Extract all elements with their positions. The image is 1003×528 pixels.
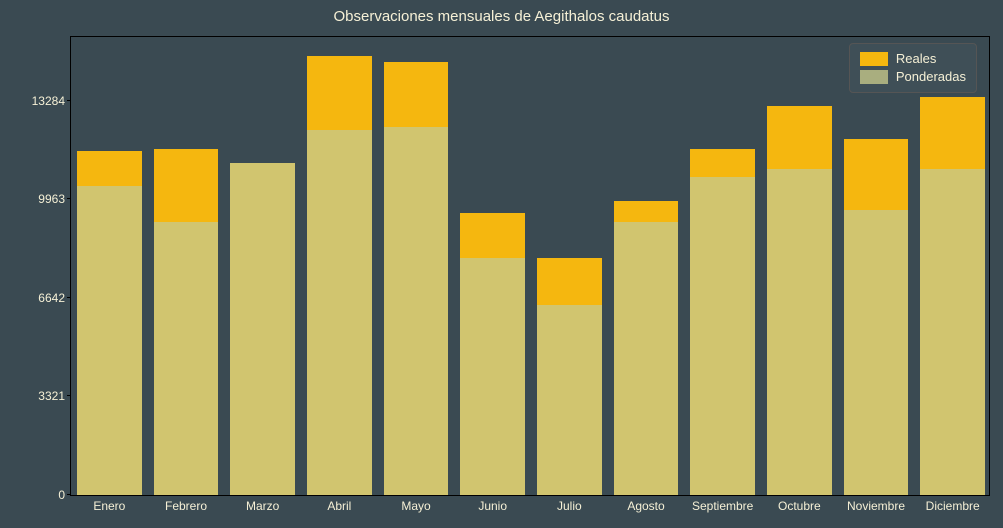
chart-title: Observaciones mensuales de Aegithalos ca… [0,8,1003,25]
legend: RealesPonderadas [849,43,977,93]
bar [460,258,524,495]
legend-swatch [860,70,888,84]
y-tick-label: 0 [58,488,65,502]
bar [690,177,754,495]
bar [767,169,831,495]
x-tick-label: Noviembre [847,499,905,513]
bars-layer [71,37,989,495]
legend-label: Ponderadas [896,68,966,86]
x-tick-label: Octubre [778,499,821,513]
legend-item: Reales [860,50,966,68]
x-tick-label: Junio [478,499,507,513]
x-tick-label: Julio [557,499,582,513]
x-tick-label: Abril [327,499,351,513]
legend-item: Ponderadas [860,68,966,86]
x-tick-label: Febrero [165,499,207,513]
y-tick-mark [67,297,71,298]
y-tick-label: 13284 [32,94,65,108]
bar [844,210,908,495]
y-tick-mark [67,100,71,101]
x-tick-label: Enero [93,499,125,513]
plot-area: EneroFebreroMarzoAbrilMayoJunioJulioAgos… [70,36,990,496]
x-tick-label: Diciembre [926,499,980,513]
legend-swatch [860,52,888,66]
bar [614,222,678,495]
legend-label: Reales [896,50,936,68]
bar [307,130,371,495]
bar [920,169,984,495]
y-tick-mark [67,494,71,495]
bar [154,222,218,495]
bar [230,163,294,495]
x-axis-labels: Enero Febrero Marzo Abril Mayo Junio Julio Agos… [71,495,989,519]
bar [77,186,141,495]
x-tick-label: Marzo [246,499,279,513]
bar [537,305,601,495]
y-tick-label: 6642 [38,291,65,305]
y-tick-mark [67,198,71,199]
chart-container: Observaciones mensuales de Aegithalos ca… [0,0,1003,528]
y-tick-label: 9963 [38,192,65,206]
x-tick-label: Septiembre [692,499,753,513]
x-tick-label: Mayo [401,499,430,513]
y-tick-label: 3321 [38,389,65,403]
bar [384,127,448,495]
x-tick-label: Agosto [627,499,664,513]
y-tick-mark [67,395,71,396]
